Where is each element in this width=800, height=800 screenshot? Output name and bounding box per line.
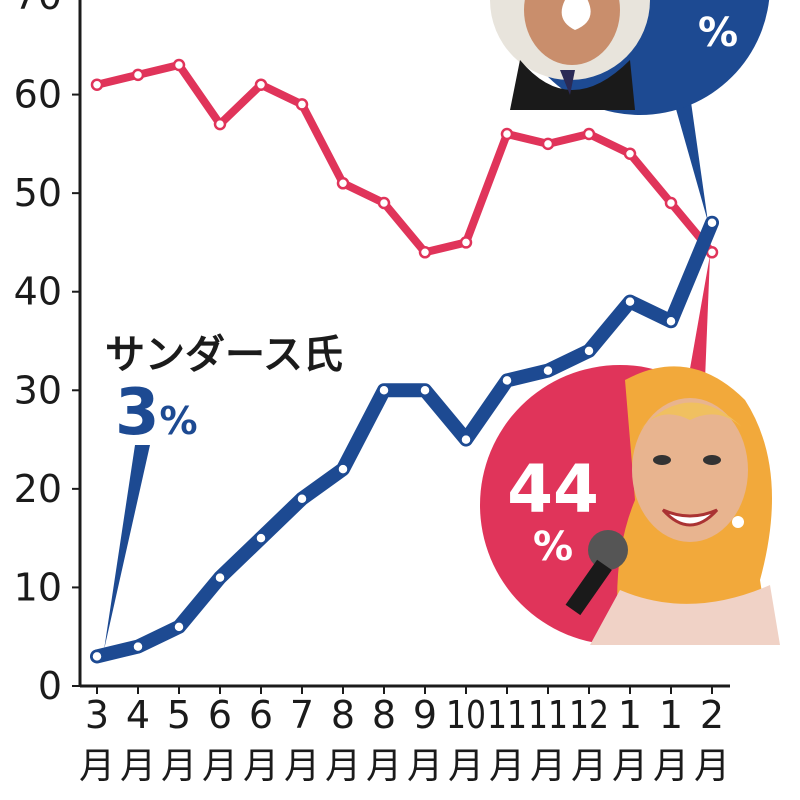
data-point-red (90, 78, 104, 91)
data-point-red (418, 246, 432, 259)
x-tick-label: 5 (167, 693, 191, 737)
x-tick-unit: 月 (694, 746, 730, 787)
data-point-red (377, 196, 391, 210)
blue-callout-unit: % (698, 10, 738, 56)
y-tick-label: 50 (14, 171, 62, 215)
axes: 0102030405060703月4月5月6月6月7月8月8月9月10月11月1… (14, 0, 730, 787)
y-tick-label: 20 (14, 467, 62, 511)
x-tick-unit: 月 (284, 746, 320, 787)
data-point-red (213, 117, 227, 131)
data-point-blue (418, 383, 432, 398)
x-tick-label: 1 (659, 693, 683, 737)
x-tick-label: 9 (413, 693, 437, 737)
sanders-value: 3% (115, 376, 198, 450)
x-tick-unit: 月 (407, 746, 443, 787)
data-point-red (459, 236, 473, 249)
x-tick-unit: 月 (161, 746, 197, 787)
x-tick-label: 3 (85, 693, 109, 737)
data-point-red (541, 137, 555, 151)
portrait-man-icon (490, 0, 650, 110)
x-tick-label: 12 (569, 693, 609, 737)
data-point-blue (500, 373, 514, 388)
x-tick-unit: 月 (571, 746, 607, 787)
red-callout-pointer (688, 255, 710, 380)
data-point-blue (377, 383, 391, 398)
data-point-blue (664, 314, 678, 329)
x-tick-unit: 月 (202, 746, 238, 787)
x-tick-unit: 月 (530, 746, 566, 787)
data-point-red (336, 177, 350, 190)
x-tick-label: 2 (700, 693, 724, 737)
y-tick-label: 60 (14, 73, 62, 117)
x-tick-label: 11 (487, 693, 527, 737)
x-tick-label: 4 (126, 693, 150, 737)
data-point-red (172, 58, 186, 72)
microphone-icon (565, 530, 628, 616)
data-point-blue (459, 432, 473, 447)
data-point-red (254, 78, 268, 91)
x-tick-label: 11 (528, 693, 568, 737)
series-line-red (93, 61, 716, 257)
callouts: % 44 % サンダース氏 3% (104, 0, 780, 650)
data-point-blue (90, 649, 104, 664)
series-layer (90, 58, 719, 664)
x-tick-label: 6 (249, 693, 273, 737)
data-point-blue (172, 620, 186, 634)
data-point-blue (131, 639, 145, 654)
x-tick-label: 7 (290, 693, 314, 737)
x-tick-unit: 月 (489, 746, 525, 787)
x-tick-unit: 月 (120, 746, 156, 787)
red-callout-value: 44 (507, 451, 599, 528)
x-tick-unit: 月 (653, 746, 689, 787)
sanders-callout-pointer (104, 445, 150, 650)
data-point-red (500, 127, 514, 141)
portrait-woman-icon (565, 366, 780, 645)
y-tick-label: 70 (14, 0, 62, 18)
data-point-blue (705, 215, 719, 230)
x-tick-unit: 月 (325, 746, 361, 787)
series-line-blue (90, 215, 719, 664)
data-point-blue (582, 344, 596, 358)
data-point-blue (541, 363, 555, 378)
x-tick-label: 1 (618, 693, 642, 737)
y-tick-label: 40 (14, 270, 62, 314)
data-point-blue (336, 462, 350, 476)
x-tick-unit: 月 (612, 746, 648, 787)
x-tick-label: 8 (372, 693, 396, 737)
data-point-red (582, 127, 596, 141)
data-point-blue (295, 491, 309, 506)
x-tick-label: 8 (331, 693, 355, 737)
data-point-red (664, 196, 678, 210)
red-callout-unit: % (533, 524, 573, 570)
data-point-blue (623, 294, 637, 309)
x-tick-unit: 月 (448, 746, 484, 787)
y-tick-label: 30 (14, 368, 62, 412)
y-tick-label: 10 (14, 565, 62, 609)
y-tick-label: 0 (38, 664, 62, 708)
data-point-red (295, 98, 309, 111)
data-point-red (131, 68, 145, 82)
x-tick-label: 6 (208, 693, 232, 737)
data-point-blue (254, 531, 268, 545)
x-tick-unit: 月 (243, 746, 279, 787)
x-tick-unit: 月 (79, 746, 115, 787)
x-tick-unit: 月 (366, 746, 402, 787)
x-tick-label: 10 (446, 693, 486, 737)
blue-callout-pointer (672, 95, 708, 222)
sanders-label: サンダース氏 (105, 332, 343, 378)
data-point-blue (213, 570, 227, 585)
data-point-red (623, 147, 637, 160)
